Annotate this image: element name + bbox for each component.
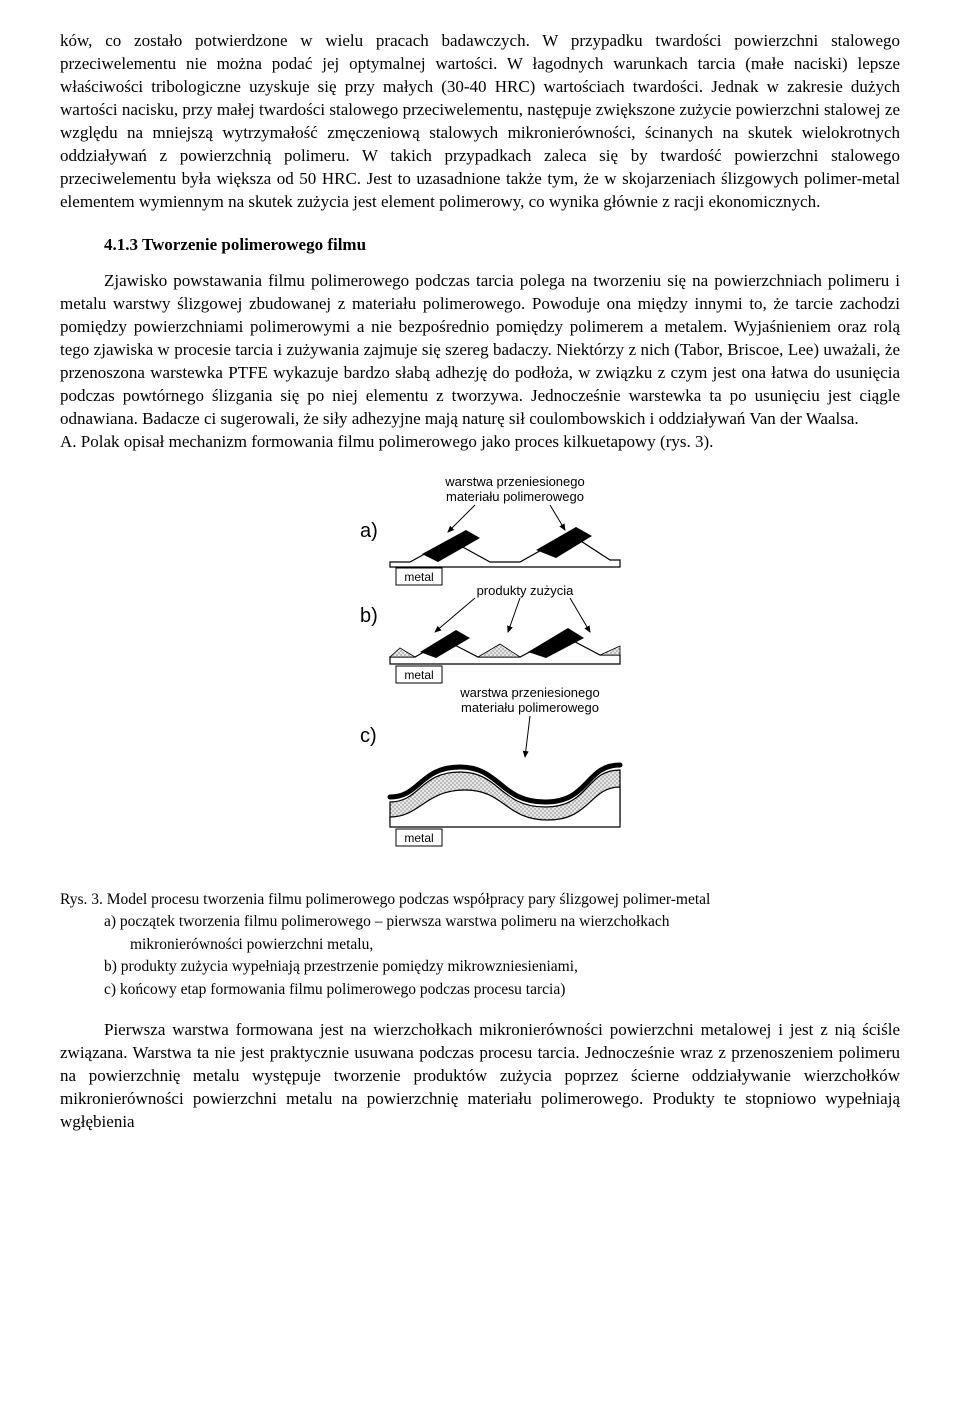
panel-a: metal	[390, 527, 620, 585]
label-produkty: produkty zużycia	[477, 583, 575, 598]
figure-svg-wrap: warstwa przeniesionego materiału polimer…	[270, 472, 690, 879]
label-mid-1: warstwa przeniesionego	[459, 685, 599, 700]
figure-svg: warstwa przeniesionego materiału polimer…	[270, 472, 690, 872]
panel-b: metal	[390, 628, 620, 683]
metal-text-a: metal	[404, 570, 433, 584]
arrow-prod-2	[508, 598, 520, 632]
label-top-2: materiału polimerowego	[446, 489, 584, 504]
label-mid-2: materiału polimerowego	[461, 700, 599, 715]
paragraph-4: Pierwsza warstwa formowana jest na wierz…	[60, 1019, 900, 1134]
arrow-top-right	[550, 505, 565, 530]
figure-caption: Rys. 3. Model procesu tworzenia filmu po…	[60, 889, 900, 1001]
arrow-prod-1	[435, 598, 475, 632]
figure-3: warstwa przeniesionego materiału polimer…	[60, 472, 900, 1001]
caption-line-a: a) początek tworzenia filmu polimerowego…	[104, 911, 900, 933]
arrow-top-left	[448, 505, 475, 532]
page: ków, co zostało potwierdzone w wielu pra…	[0, 0, 960, 1174]
panel-label-b: b)	[360, 605, 378, 627]
panel-c: metal	[390, 765, 620, 846]
metal-text-b: metal	[404, 668, 433, 682]
caption-line-1: Rys. 3. Model procesu tworzenia filmu po…	[60, 889, 900, 911]
paragraph-2: Zjawisko powstawania filmu polimerowego …	[60, 270, 900, 431]
paragraph-3: A. Polak opisał mechanizm formowania fil…	[60, 431, 900, 454]
panel-label-a: a)	[360, 520, 378, 542]
label-top-1: warstwa przeniesionego	[444, 474, 584, 489]
caption-line-c: c) końcowy etap formowania filmu polimer…	[104, 979, 900, 1001]
caption-line-b: b) produkty zużycia wypełniają przestrze…	[104, 956, 900, 978]
section-heading: 4.1.3 Tworzenie polimerowego filmu	[104, 234, 900, 257]
panel-label-c: c)	[360, 725, 377, 747]
caption-line-a2: mikronierówności powierzchni metalu,	[130, 934, 900, 956]
arrow-prod-3	[570, 598, 590, 632]
arrow-mid	[525, 716, 530, 757]
metal-text-c: metal	[404, 831, 433, 845]
paragraph-1: ków, co zostało potwierdzone w wielu pra…	[60, 30, 900, 214]
